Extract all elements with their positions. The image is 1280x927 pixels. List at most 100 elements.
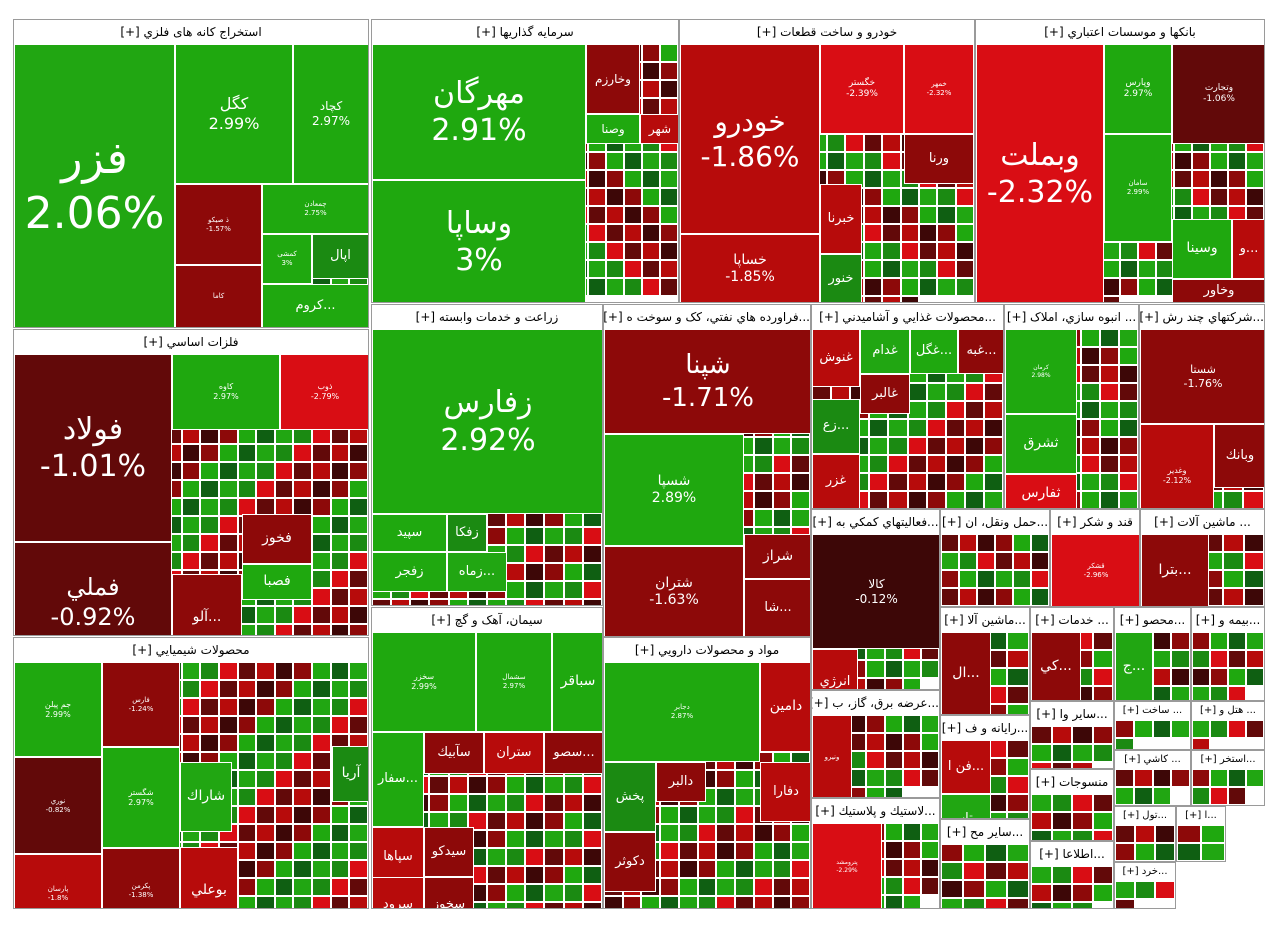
- small-tile[interactable]: [1174, 188, 1192, 206]
- small-tile[interactable]: [1119, 455, 1138, 473]
- small-tile[interactable]: [1133, 787, 1153, 805]
- stock-tile[interactable]: پخش: [604, 762, 656, 832]
- small-tile[interactable]: [1072, 794, 1093, 812]
- small-tile[interactable]: [237, 770, 257, 788]
- stock-tile[interactable]: دامین: [760, 662, 810, 752]
- small-tile[interactable]: [678, 824, 698, 842]
- stock-tile[interactable]: شسپا 2.89%: [604, 434, 744, 546]
- small-tile[interactable]: [863, 134, 883, 152]
- stock-tile[interactable]: کچاد 2.97%: [293, 44, 368, 184]
- small-tile[interactable]: [772, 878, 792, 896]
- small-tile[interactable]: [945, 473, 965, 491]
- small-tile[interactable]: [920, 841, 939, 859]
- small-tile[interactable]: [882, 152, 901, 170]
- small-tile[interactable]: [1135, 825, 1155, 843]
- small-tile[interactable]: [606, 242, 624, 260]
- small-tile[interactable]: [1223, 570, 1244, 588]
- sector-title[interactable]: زراعت و خدمات وابسته [+]: [372, 305, 602, 329]
- small-tile[interactable]: [1031, 884, 1052, 902]
- small-tile[interactable]: [1115, 825, 1135, 843]
- small-tile[interactable]: [1081, 455, 1100, 473]
- small-tile[interactable]: [869, 473, 889, 491]
- small-tile[interactable]: [312, 824, 331, 842]
- small-tile[interactable]: [563, 563, 583, 581]
- small-tile[interactable]: [544, 545, 564, 563]
- small-tile[interactable]: [349, 624, 368, 635]
- small-tile[interactable]: [1119, 401, 1138, 419]
- small-tile[interactable]: [256, 752, 275, 770]
- small-tile[interactable]: [716, 806, 736, 824]
- small-tile[interactable]: [624, 206, 642, 224]
- small-tile[interactable]: [1007, 740, 1029, 758]
- small-tile[interactable]: [544, 794, 564, 812]
- small-tile[interactable]: [582, 812, 602, 830]
- small-tile[interactable]: [977, 588, 995, 606]
- small-tile[interactable]: [1210, 769, 1228, 787]
- small-tile[interactable]: [274, 752, 294, 770]
- stock-tile[interactable]: كگل 2.99%: [175, 44, 293, 184]
- small-tile[interactable]: [588, 188, 606, 206]
- small-tile[interactable]: [622, 896, 642, 908]
- sector[interactable]: ...اطلاعا [+]: [1030, 841, 1114, 909]
- small-tile[interactable]: [506, 812, 526, 830]
- stock-tile[interactable]: جم پیلن 2.99%: [14, 662, 102, 757]
- small-tile[interactable]: [1081, 365, 1100, 383]
- small-tile[interactable]: [918, 278, 938, 296]
- small-tile[interactable]: [920, 751, 939, 769]
- small-tile[interactable]: [1243, 491, 1264, 508]
- small-tile[interactable]: [606, 206, 624, 224]
- small-tile[interactable]: [884, 859, 903, 877]
- small-tile[interactable]: [372, 599, 392, 605]
- small-tile[interactable]: [772, 455, 792, 473]
- small-tile[interactable]: [200, 498, 219, 516]
- small-tile[interactable]: [1100, 437, 1119, 455]
- stock-tile[interactable]: ...کروم: [262, 284, 368, 327]
- stock-tile[interactable]: وسینا: [1172, 219, 1232, 279]
- small-tile[interactable]: [486, 884, 507, 902]
- small-tile[interactable]: [1031, 866, 1052, 884]
- small-tile[interactable]: [312, 498, 331, 516]
- small-tile[interactable]: [256, 716, 275, 734]
- small-tile[interactable]: [349, 698, 368, 716]
- small-tile[interactable]: [256, 806, 275, 824]
- small-tile[interactable]: [293, 842, 313, 860]
- small-tile[interactable]: [985, 844, 1007, 862]
- small-tile[interactable]: [330, 680, 350, 698]
- stock-tile[interactable]: ونیرو: [812, 715, 852, 797]
- small-tile[interactable]: [697, 806, 717, 824]
- small-tile[interactable]: [941, 844, 963, 862]
- small-tile[interactable]: [907, 491, 927, 508]
- small-tile[interactable]: [330, 806, 350, 824]
- small-tile[interactable]: [900, 278, 919, 296]
- small-tile[interactable]: [312, 770, 331, 788]
- small-tile[interactable]: [312, 860, 331, 878]
- small-tile[interactable]: [863, 242, 883, 260]
- small-tile[interactable]: [907, 455, 927, 473]
- small-tile[interactable]: [642, 44, 660, 62]
- small-tile[interactable]: [791, 491, 810, 509]
- small-tile[interactable]: [959, 588, 977, 606]
- small-tile[interactable]: [563, 902, 583, 908]
- small-tile[interactable]: [791, 455, 810, 473]
- small-tile[interactable]: [955, 242, 974, 260]
- small-tile[interactable]: [945, 437, 965, 455]
- small-tile[interactable]: [1072, 884, 1093, 902]
- small-tile[interactable]: [1031, 588, 1049, 606]
- small-tile[interactable]: [772, 896, 792, 908]
- small-tile[interactable]: [907, 419, 927, 437]
- small-tile[interactable]: [1031, 812, 1052, 830]
- small-tile[interactable]: [1138, 260, 1156, 278]
- small-tile[interactable]: [1092, 884, 1113, 902]
- small-tile[interactable]: [1119, 365, 1138, 383]
- small-tile[interactable]: [772, 509, 792, 527]
- small-tile[interactable]: [1007, 650, 1029, 668]
- small-tile[interactable]: [983, 455, 1003, 473]
- small-tile[interactable]: [256, 896, 275, 908]
- small-tile[interactable]: [1119, 491, 1138, 508]
- small-tile[interactable]: [624, 170, 642, 188]
- small-tile[interactable]: [941, 552, 959, 570]
- small-tile[interactable]: [544, 866, 564, 884]
- small-tile[interactable]: [1100, 491, 1119, 508]
- small-tile[interactable]: [1210, 188, 1228, 206]
- small-tile[interactable]: [1115, 899, 1135, 908]
